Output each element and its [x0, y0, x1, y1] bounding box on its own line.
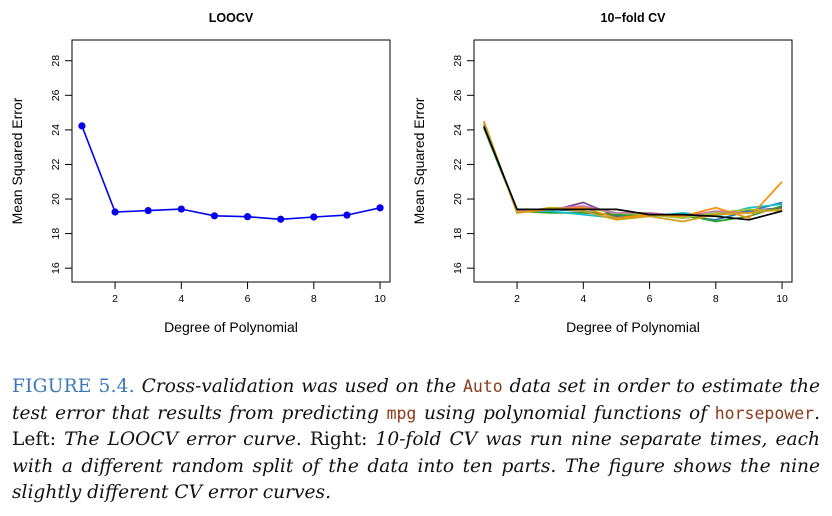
figure-caption: FIGURE 5.4. Cross-validation was used on…	[12, 374, 820, 507]
kfold-series-line-9	[483, 126, 783, 221]
loocv-data-point	[310, 213, 318, 221]
caption-right-label: Right:	[309, 429, 368, 450]
caption-text-3: using polynomial functions of	[416, 402, 715, 424]
caption-text-4: .	[814, 402, 820, 424]
kfold-series-line-2	[483, 126, 783, 221]
loocv-x-axis-label: Degree of Polynomial	[164, 319, 298, 335]
loocv-y-tick-label: 16	[50, 262, 62, 274]
loocv-x-tick-label: 2	[112, 293, 118, 305]
loocv-data-point	[111, 208, 119, 216]
kfold-series-line-4	[483, 126, 783, 219]
loocv-x-tick-label: 10	[374, 293, 386, 305]
loocv-plot-box	[71, 39, 391, 283]
loocv-data-point	[78, 122, 86, 130]
kfold-series-line-3	[483, 127, 783, 223]
kfold-y-tick-label: 16	[452, 262, 464, 274]
caption-code-mpg: mpg	[386, 403, 417, 423]
loocv-data-point	[376, 204, 384, 212]
loocv-x-tick-label: 4	[178, 293, 184, 305]
kfold-series-line-1	[483, 124, 783, 219]
loocv-data-point	[343, 211, 351, 219]
loocv-y-tick-label: 28	[50, 55, 62, 67]
loocv-y-tick-label: 20	[50, 193, 62, 205]
loocv-data-point	[177, 205, 185, 213]
kfold-y-tick-label: 18	[452, 228, 464, 240]
caption-code-auto: Auto	[462, 377, 503, 396]
kfold-y-tick-label: 26	[452, 89, 464, 101]
caption-text-1: Cross-validation was used on the	[134, 376, 463, 397]
kfold-series-line-7	[483, 120, 783, 219]
kfold-plot-box	[473, 39, 793, 283]
kfold-y-tick-label: 20	[452, 193, 464, 205]
kfold-title: 10−fold CV	[601, 11, 667, 25]
loocv-series-line-1	[81, 125, 381, 221]
kfold-series-line-5	[483, 122, 783, 219]
loocv-y-axis-label: Mean Squared Error	[9, 97, 25, 224]
kfold-x-tick-label: 10	[776, 293, 788, 305]
caption-label: FIGURE 5.4.	[12, 376, 135, 397]
loocv-data-point	[210, 212, 219, 220]
caption-text-2: data set in order to estimate the test e…	[12, 376, 820, 424]
caption-code-horsepower: horsepower	[714, 403, 815, 423]
loocv-data-point	[277, 215, 285, 223]
loocv-x-tick-label: 6	[245, 293, 251, 305]
kfold-x-tick-label: 4	[580, 293, 586, 305]
loocv-y-tick-label: 26	[50, 89, 62, 101]
caption-text-6: 10-fold CV was run nine separate times, …	[12, 429, 820, 503]
kfold-x-tick-label: 2	[514, 293, 520, 305]
loocv-data-point	[243, 213, 252, 221]
kfold-series-line-6	[483, 124, 783, 218]
kfold-series-line-8	[483, 120, 783, 223]
loocv-y-tick-label: 24	[50, 124, 62, 136]
loocv-title: LOOCV	[209, 11, 254, 25]
kfold-y-tick-label: 24	[452, 124, 464, 136]
kfold-x-tick-label: 6	[647, 293, 653, 305]
loocv-data-point	[144, 207, 152, 215]
loocv-y-tick-label: 18	[50, 228, 62, 240]
kfold-x-tick-label: 8	[713, 293, 719, 305]
caption-text-5: The LOOCV error curve.	[55, 429, 310, 450]
loocv-y-tick-label: 22	[50, 158, 62, 170]
kfold-y-tick-label: 28	[452, 55, 464, 67]
kfold-x-axis-label: Degree of Polynomial	[566, 319, 700, 335]
loocv-x-tick-label: 8	[311, 293, 317, 305]
caption-left-label: Left:	[12, 429, 56, 450]
kfold-y-tick-label: 22	[452, 158, 464, 170]
kfold-y-axis-label: Mean Squared Error	[411, 97, 427, 224]
